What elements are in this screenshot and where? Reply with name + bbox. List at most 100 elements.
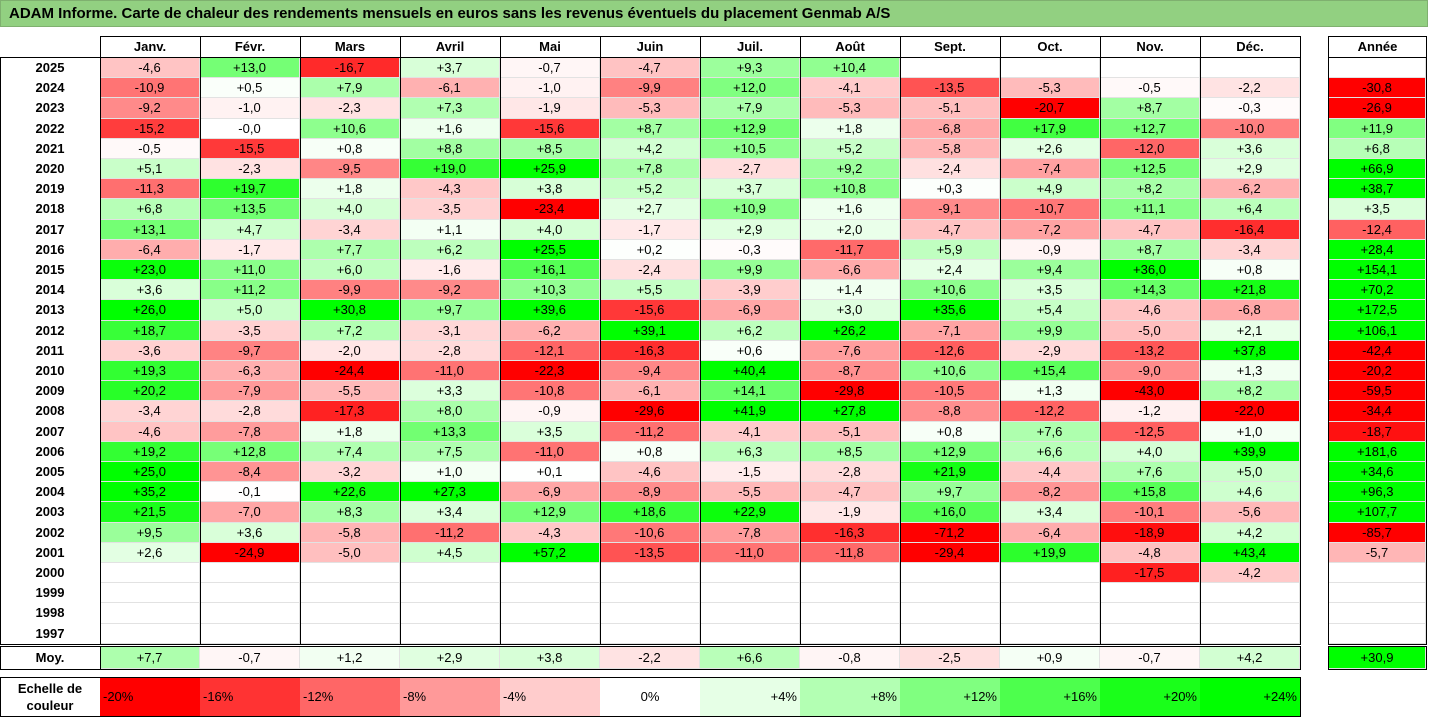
heatmap-cell: [1100, 58, 1200, 79]
heatmap-cell: [900, 563, 1000, 584]
year-label: 2024: [35, 80, 65, 96]
heatmap-cell: -3,5: [200, 320, 300, 341]
heatmap-cell: +4,9: [1000, 179, 1100, 200]
heatmap-cell: +19,9: [1000, 542, 1100, 563]
heatmap-cell: [800, 623, 900, 644]
heatmap-cell: +2,7: [600, 199, 700, 220]
heatmap-cell: -12,6: [900, 340, 1000, 361]
heatmap-cell: [1000, 563, 1100, 584]
month-divider: [1200, 36, 1201, 644]
heatmap-cell: [1200, 58, 1300, 79]
heatmap-cell: [200, 603, 300, 624]
heatmap-cell: +11,2: [200, 280, 300, 301]
heatmap-cell: +0,5: [200, 78, 300, 99]
heatmap-cell: [300, 583, 400, 604]
year-label: 2000: [35, 565, 65, 580]
annual-cell: -20,2: [1329, 361, 1426, 382]
heatmap-cell: +3,0: [800, 300, 900, 321]
annual-cell: +38,7: [1329, 179, 1426, 200]
year-label: 2008: [35, 403, 65, 419]
heatmap-cell: -17,3: [300, 401, 400, 422]
heatmap-cell: -6,8: [900, 118, 1000, 139]
heatmap-cell: -4,6: [600, 462, 700, 483]
heatmap-cell: +1,1: [400, 219, 500, 240]
color-scale-step: +12%: [900, 678, 1000, 716]
heatmap-cell: +9,2: [800, 159, 900, 180]
annual-cell: +154,1: [1329, 260, 1426, 281]
heatmap-cell: [1000, 58, 1100, 79]
annual-cell: [1329, 603, 1426, 624]
heatmap-cell: [200, 583, 300, 604]
heatmap-cell: -4,7: [900, 219, 1000, 240]
heatmap-cell: +19,2: [100, 441, 200, 462]
average-cell: +0,9: [1000, 647, 1100, 669]
heatmap-cell: +5,2: [800, 138, 900, 159]
heatmap-cell: -6,2: [500, 320, 600, 341]
heatmap-cell: -18,9: [1100, 522, 1200, 543]
heatmap-cell: [100, 623, 200, 644]
heatmap-cell: -9,1: [900, 199, 1000, 220]
heatmap-cell: -5,5: [700, 482, 800, 503]
heatmap-cell: [1200, 583, 1300, 604]
heatmap-cell: -5,6: [1200, 502, 1300, 523]
heatmap-cell: -9,2: [100, 98, 200, 119]
heatmap-cell: -3,5: [400, 199, 500, 220]
year-label: 2011: [35, 342, 65, 358]
heatmap-cell: -17,5: [1100, 563, 1200, 584]
heatmap-cell: -11,7: [800, 239, 900, 260]
heatmap-cell: +5,0: [1200, 462, 1300, 483]
heatmap-cell: -1,6: [400, 260, 500, 281]
heatmap-cell: -6,4: [1000, 522, 1100, 543]
heatmap-cell: +12,5: [1100, 159, 1200, 180]
year-label: 2017: [35, 221, 65, 237]
heatmap-cell: +2,0: [800, 219, 900, 240]
heatmap-cell: -2,7: [700, 159, 800, 180]
heatmap-cell: -8,7: [800, 361, 900, 382]
heatmap-cell: -24,4: [300, 361, 400, 382]
heatmap-cell: -5,0: [300, 542, 400, 563]
annual-cell: +106,1: [1329, 320, 1426, 341]
heatmap-cell: -1,0: [500, 78, 600, 99]
annual-cell: -12,4: [1329, 219, 1426, 240]
month-divider: [700, 36, 701, 644]
heatmap-cell: +21,5: [100, 502, 200, 523]
heatmap-cell: +12,9: [500, 502, 600, 523]
heatmap-cell: +8,5: [500, 138, 600, 159]
heatmap-cell: -8,4: [200, 462, 300, 483]
heatmap-cell: +3,5: [1000, 280, 1100, 301]
annual-cell: +96,3: [1329, 482, 1426, 503]
heatmap-cell: +27,3: [400, 482, 500, 503]
annual-cell: +34,6: [1329, 462, 1426, 483]
color-scale-step: -16%: [200, 678, 300, 716]
heatmap-cell: +9,3: [700, 58, 800, 79]
heatmap-cell: -2,4: [900, 159, 1000, 180]
annual-cell: +181,6: [1329, 441, 1426, 462]
heatmap-cell: +16,0: [900, 502, 1000, 523]
heatmap-cell: +4,0: [1100, 441, 1200, 462]
annual-cell: -59,5: [1329, 381, 1426, 402]
heatmap-cell: -13,5: [900, 78, 1000, 99]
heatmap-cell: -5,1: [900, 98, 1000, 119]
heatmap-cell: -7,4: [1000, 159, 1100, 180]
year-label: 2013: [35, 302, 65, 318]
heatmap-cell: +7,9: [300, 78, 400, 99]
heatmap-cell: [100, 583, 200, 604]
heatmap-cell: -5,0: [1100, 320, 1200, 341]
heatmap-cell: -5,8: [900, 138, 1000, 159]
heatmap-cell: +2,1: [1200, 320, 1300, 341]
color-scale-step: -20%: [100, 678, 200, 716]
heatmap-cell: -9,5: [300, 159, 400, 180]
month-header: Oct.: [1000, 36, 1100, 58]
month-divider: [800, 36, 801, 644]
year-label: 2014: [35, 282, 65, 298]
heatmap-cell: +1,8: [300, 421, 400, 442]
heatmap-cell: +1,0: [1200, 421, 1300, 442]
heatmap-cell: -4,7: [1100, 219, 1200, 240]
heatmap-cell: [600, 563, 700, 584]
heatmap-cell: -23,4: [500, 199, 600, 220]
heatmap-cell: -12,2: [1000, 401, 1100, 422]
heatmap-cell: -10,1: [1100, 502, 1200, 523]
heatmap-cell: [900, 623, 1000, 644]
heatmap-cell: +39,9: [1200, 441, 1300, 462]
heatmap-cell: -10,6: [600, 522, 700, 543]
